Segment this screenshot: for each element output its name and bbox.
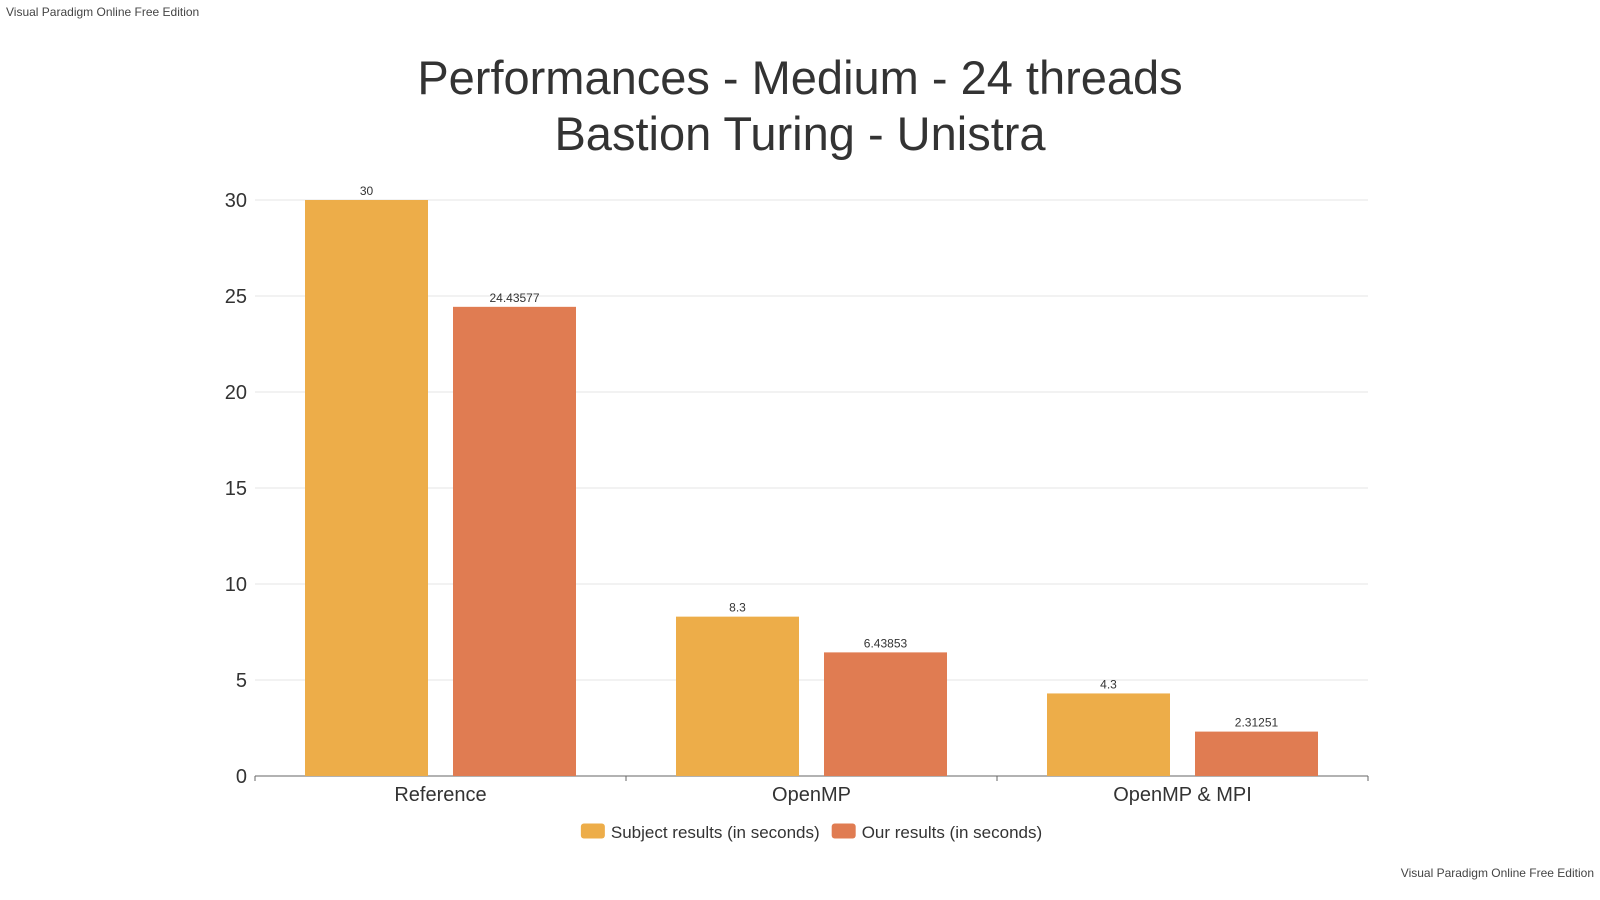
y-tick-label: 20 xyxy=(225,382,247,404)
data-label: 4.3 xyxy=(1100,677,1117,691)
y-tick-label: 5 xyxy=(236,670,247,692)
data-label: 30 xyxy=(360,184,374,198)
bar-subject-2 xyxy=(1047,693,1170,776)
chart-title: Performances - Medium - 24 threads xyxy=(417,51,1183,104)
legend-item-subject[interactable]: Subject results (in seconds) xyxy=(580,823,820,842)
x-tick-label: OpenMP & MPI xyxy=(1113,784,1252,806)
legend-swatch xyxy=(580,823,605,839)
bar-ours-0 xyxy=(453,306,576,776)
y-tick-label: 10 xyxy=(225,574,247,596)
legend: Subject results (in seconds) Our results … xyxy=(580,823,1042,842)
bar-subject-0 xyxy=(305,200,428,776)
watermark-bottom: Visual Paradigm Online Free Edition xyxy=(1400,866,1594,880)
chart-subtitle: Bastion Turing - Unistra xyxy=(554,107,1046,160)
bars xyxy=(305,200,1318,776)
y-tick-label: 30 xyxy=(225,190,247,212)
x-tick-label: OpenMP xyxy=(772,784,851,806)
x-tick-label: Reference xyxy=(394,784,486,806)
data-label: 6.43853 xyxy=(864,636,908,650)
grid-lines xyxy=(255,199,1368,681)
axes: 0 5 10 15 20 25 30 Reference OpenMP OpenMP & MPI xyxy=(225,190,1369,806)
watermark-top: Visual Paradigm Online Free Edition xyxy=(6,5,200,19)
legend-label: Subject results (in seconds) xyxy=(611,823,820,842)
data-label: 2.31251 xyxy=(1235,716,1279,730)
bar-subject-1 xyxy=(676,616,799,776)
data-label: 8.3 xyxy=(729,601,746,615)
bar-ours-2 xyxy=(1195,731,1318,776)
y-tick-label: 25 xyxy=(225,286,247,308)
data-labels: 30 24.43577 8.3 6.43853 4.3 2.31251 xyxy=(360,184,1279,730)
bar-ours-1 xyxy=(824,652,947,776)
y-tick-label: 0 xyxy=(236,766,247,788)
y-tick-label: 15 xyxy=(225,478,247,500)
legend-item-ours[interactable]: Our results (in seconds) xyxy=(831,823,1042,842)
data-label: 24.43577 xyxy=(489,291,539,305)
legend-label: Our results (in seconds) xyxy=(862,823,1042,842)
legend-swatch xyxy=(831,823,856,839)
